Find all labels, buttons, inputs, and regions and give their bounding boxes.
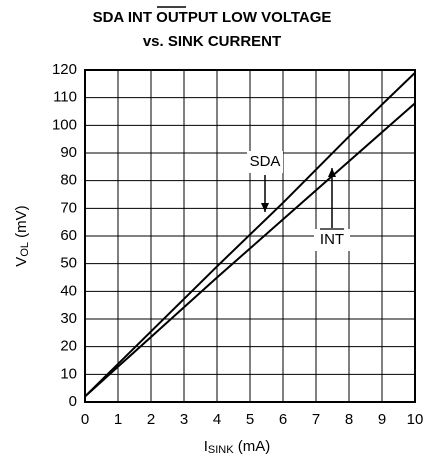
x-label-main: I — [204, 438, 208, 455]
x-tick-label: 1 — [114, 411, 122, 428]
x-tick-label: 0 — [81, 411, 89, 428]
chart-subtitle: vs. SINK CURRENT — [143, 33, 281, 50]
y-tick-label: 60 — [60, 227, 77, 244]
y-tick-label: 120 — [52, 61, 77, 78]
legend-label: SDA — [250, 153, 281, 170]
y-label-main: V — [13, 257, 30, 267]
legend-arrowhead — [328, 168, 336, 177]
plot-frame — [84, 69, 416, 403]
series-line — [84, 102, 416, 398]
legend-arrowhead — [261, 203, 269, 212]
x-axis-label: ISINK (mA) — [204, 438, 271, 456]
legend-label: INT — [320, 231, 344, 248]
y-tick-label: 40 — [60, 282, 77, 299]
y-axis-label: VOL (mV) — [13, 205, 31, 266]
y-tick-label: 50 — [60, 255, 77, 272]
x-tick-label: 8 — [345, 411, 353, 428]
y-tick-label: 10 — [60, 365, 77, 382]
y-tick-label: 20 — [60, 338, 77, 355]
x-tick-label: 2 — [147, 411, 155, 428]
x-tick-label: 9 — [378, 411, 386, 428]
x-tick-label: 7 — [312, 411, 320, 428]
y-tick-label: 70 — [60, 199, 77, 216]
y-tick-label: 100 — [52, 116, 77, 133]
x-label-unit: (mA) — [234, 438, 271, 455]
chart-title: SDA INT OUTPUT LOW VOLTAGE — [93, 9, 332, 26]
series-line — [84, 72, 416, 398]
x-tick-label: 5 — [246, 411, 254, 428]
x-tick-label: 4 — [213, 411, 221, 428]
x-label-sub: SINK — [208, 444, 234, 456]
x-tick-label: 10 — [407, 411, 424, 428]
y-tick-label: 80 — [60, 172, 77, 189]
y-label-unit: (mV) — [13, 205, 30, 242]
x-tick-label: 3 — [180, 411, 188, 428]
legend-label-bg — [247, 151, 283, 173]
y-tick-label: 0 — [69, 393, 77, 410]
y-tick-label: 110 — [53, 89, 77, 106]
x-tick-label: 6 — [279, 411, 287, 428]
y-label-sub: OL — [19, 242, 31, 257]
y-tick-label: 30 — [60, 310, 77, 327]
legend-label-bg — [314, 229, 350, 251]
y-tick-label: 90 — [60, 144, 77, 161]
